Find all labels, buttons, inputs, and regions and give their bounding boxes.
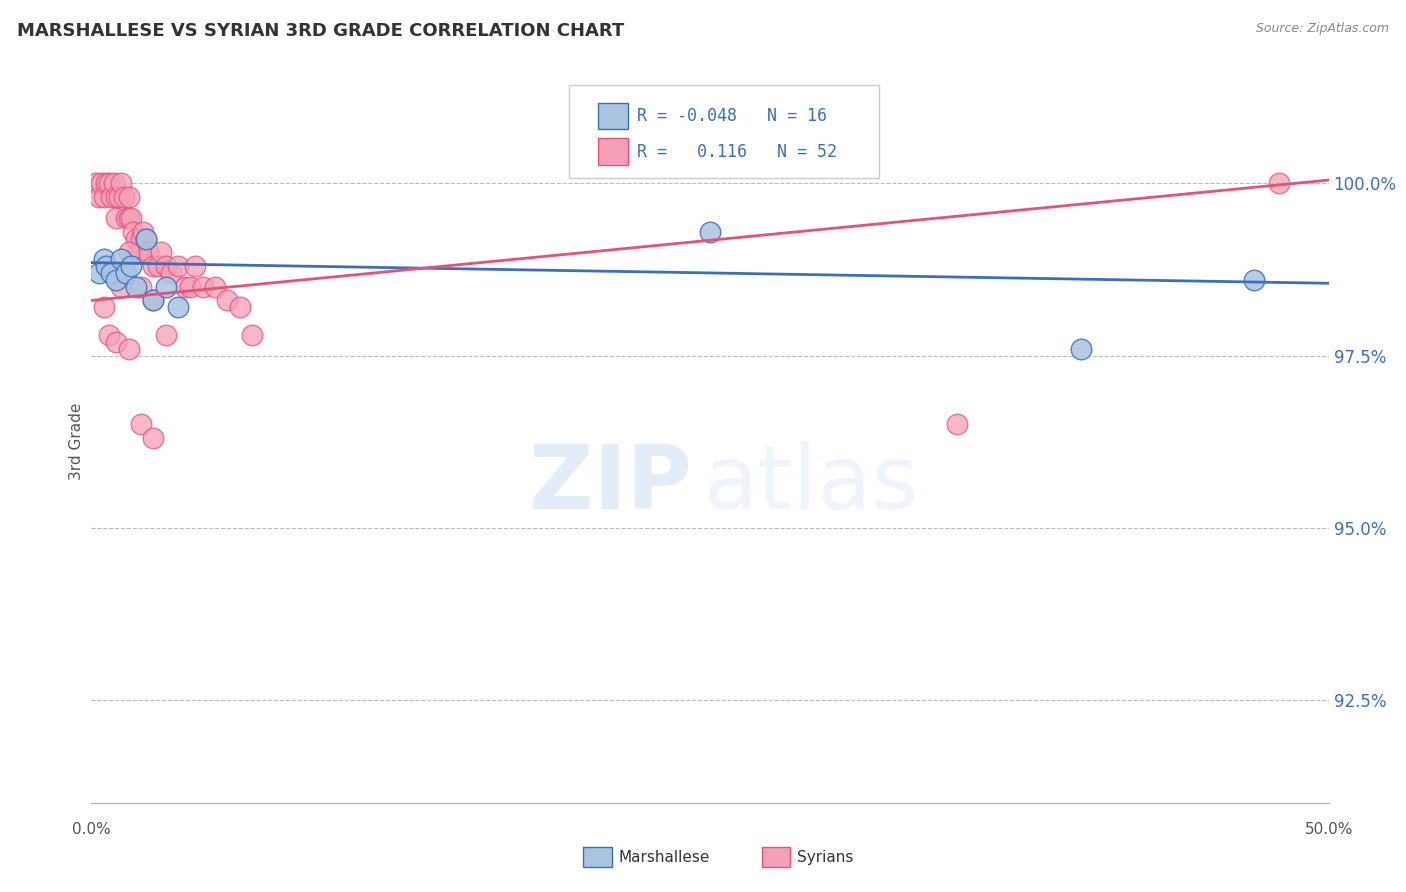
Point [122,225,145,239]
Text: R =   0.116   N = 52: R = 0.116 N = 52 [637,143,837,161]
Point [155,259,177,273]
Point [129,279,152,293]
Point [120,259,142,273]
Point [93,252,115,267]
Text: R = -0.048   N = 16: R = -0.048 N = 16 [637,107,827,125]
Point [159,266,181,280]
Point [115,211,138,225]
Point [100,266,122,280]
Point [117,245,139,260]
Point [174,279,197,293]
Point [93,190,115,204]
Point [107,190,129,204]
Point [117,190,139,204]
Point [87,190,110,204]
Point [97,327,120,342]
Point [217,293,239,308]
Point [105,334,128,349]
Point [142,259,165,273]
Point [136,245,159,260]
Point [120,211,142,225]
Point [240,327,263,342]
Point [129,417,152,432]
Point [1070,342,1092,356]
Point [110,252,132,267]
Y-axis label: 3rd Grade: 3rd Grade [69,403,84,480]
Text: atlas: atlas [704,442,920,528]
Point [105,190,128,204]
Point [142,293,165,308]
Point [125,279,148,293]
Point [132,225,155,239]
Text: Syrians: Syrians [797,850,853,864]
Point [96,177,118,191]
Point [1243,273,1265,287]
Point [87,266,110,280]
Point [1268,177,1291,191]
Point [93,301,115,315]
Point [112,190,135,204]
Point [946,417,969,432]
Point [117,211,139,225]
Point [155,327,177,342]
Point [129,245,152,260]
Point [86,177,108,191]
Point [204,279,226,293]
Text: Source: ZipAtlas.com: Source: ZipAtlas.com [1256,22,1389,36]
Point [155,279,177,293]
Point [142,431,165,445]
Point [100,190,122,204]
Point [90,177,112,191]
Point [105,211,128,225]
Point [699,225,721,239]
Point [127,245,149,260]
Point [229,301,252,315]
Text: Marshallese: Marshallese [619,850,710,864]
Point [125,231,148,245]
Point [167,259,190,273]
Point [142,293,165,308]
Point [105,273,128,287]
Point [135,231,157,245]
Point [167,301,190,315]
Point [148,259,170,273]
Point [179,279,201,293]
Point [117,342,139,356]
Point [135,231,157,245]
Point [184,259,207,273]
Text: 0.0%: 0.0% [72,822,111,837]
Point [96,259,118,273]
Text: ZIP: ZIP [529,442,692,528]
Point [191,279,214,293]
Text: 50.0%: 50.0% [1305,822,1353,837]
Point [129,231,152,245]
Point [97,177,120,191]
Point [110,177,132,191]
Text: MARSHALLESE VS SYRIAN 3RD GRADE CORRELATION CHART: MARSHALLESE VS SYRIAN 3RD GRADE CORRELAT… [17,22,624,40]
Point [115,266,138,280]
Point [110,279,132,293]
Point [149,245,172,260]
Point [103,177,125,191]
